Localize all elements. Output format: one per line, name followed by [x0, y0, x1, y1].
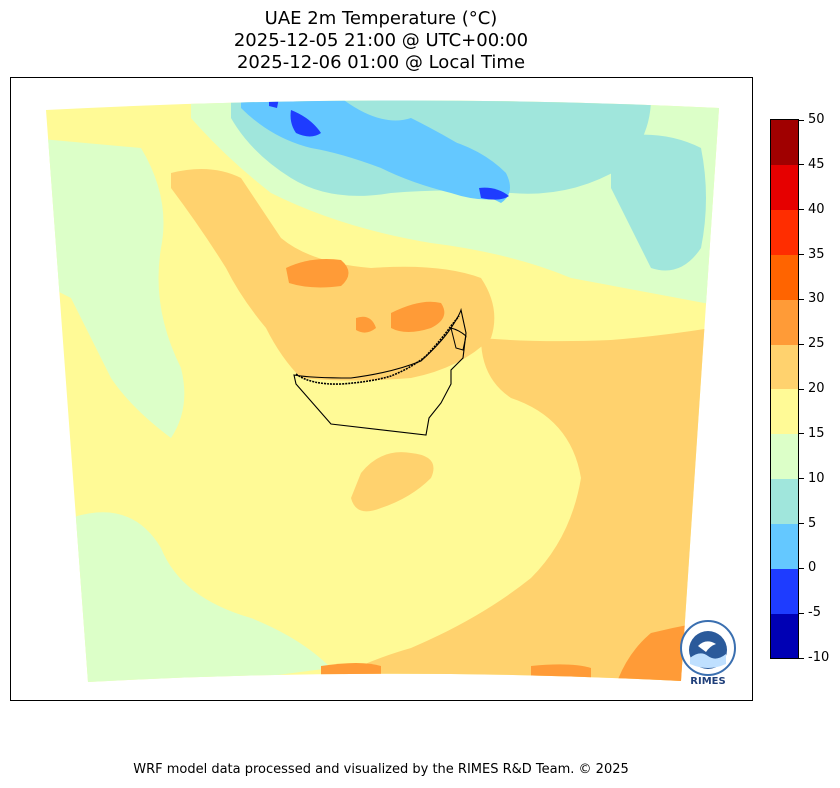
colorbar-tick-label: 45	[808, 156, 825, 172]
band-25-30-coast	[391, 301, 445, 332]
colorbar-segment	[771, 478, 798, 524]
band-minus5-0-spot1	[290, 110, 321, 137]
colorbar-tick-label: 20	[808, 381, 825, 396]
local-time-label: 2025-12-06 01:00 @ Local Time	[236, 52, 526, 73]
band-5-10-northeast	[611, 134, 706, 271]
colorbar-segment	[771, 389, 798, 435]
colorbar-segment	[771, 299, 798, 345]
oman-musandam-border	[450, 327, 467, 351]
colorbar-tick-label: -10	[808, 650, 830, 665]
rimes-logo: RIMES	[678, 620, 738, 687]
rimes-logo-icon	[680, 620, 736, 676]
colorbar-segment	[771, 209, 798, 255]
colorbar-tick-label: 0	[808, 560, 817, 576]
colorbar-segment	[771, 568, 798, 614]
colorbar-tick	[799, 612, 804, 614]
colorbar-tick	[799, 388, 804, 390]
colorbar-tick-label: 30	[808, 291, 825, 307]
band-25-30-south-strip2	[531, 664, 591, 678]
colorbar-tick	[799, 298, 804, 300]
colorbar-tick	[799, 657, 804, 659]
band-25-30-gulf	[286, 259, 349, 288]
band-minus5-0-spot2	[479, 187, 509, 200]
colorbar-tick-label: 25	[808, 336, 825, 352]
colorbar-segment	[771, 523, 798, 569]
colorbar-segment	[771, 120, 798, 166]
footer-credit: WRF model data processed and visualized …	[133, 762, 629, 777]
map-panel[interactable]	[10, 77, 753, 701]
colorbar-segment	[771, 254, 798, 300]
colorbar-tick-label: 5	[808, 515, 817, 531]
colorbar-tick	[799, 164, 804, 166]
rimes-logo-text: RIMES	[690, 676, 726, 687]
colorbar-tick-label: 15	[808, 425, 825, 441]
colorbar-tick	[799, 478, 804, 480]
band-25-30-spot	[356, 316, 376, 333]
colorbar-segment	[771, 164, 798, 211]
band-20-25-southeast	[301, 328, 719, 683]
band-25-30-south-strip	[321, 663, 381, 678]
colorbar-tick-label: 10	[808, 470, 825, 486]
utc-time-label: 2025-12-05 21:00 @ UTC+00:00	[233, 30, 529, 51]
colorbar-tick-label: -5	[808, 605, 821, 621]
map-title: UAE 2m Temperature (°C)	[264, 8, 498, 29]
colorbar-segment	[771, 433, 798, 480]
band-10-15-southwest	[71, 512, 331, 683]
colorbar-tick	[799, 209, 804, 211]
band-10-15-west	[46, 138, 185, 438]
colorbar-tick	[799, 567, 804, 569]
colorbar-tick-label: 35	[808, 246, 825, 262]
colorbar-tick	[799, 523, 804, 524]
colorbar-tick	[799, 119, 804, 121]
colorbar-tick	[799, 343, 804, 345]
colorbar-tick-label: 50	[808, 112, 825, 127]
uae-border	[293, 307, 467, 436]
uae-coastline	[295, 315, 460, 385]
colorbar	[770, 119, 799, 659]
band-20-25-center	[351, 452, 434, 512]
colorbar-segment	[771, 613, 798, 659]
colorbar-tick-label: 40	[808, 201, 825, 217]
colorbar-tick	[799, 254, 804, 255]
colorbar-tick	[799, 433, 804, 435]
temperature-map	[46, 100, 719, 683]
band-0-5-east	[441, 138, 510, 203]
colorbar-segment	[771, 344, 798, 390]
